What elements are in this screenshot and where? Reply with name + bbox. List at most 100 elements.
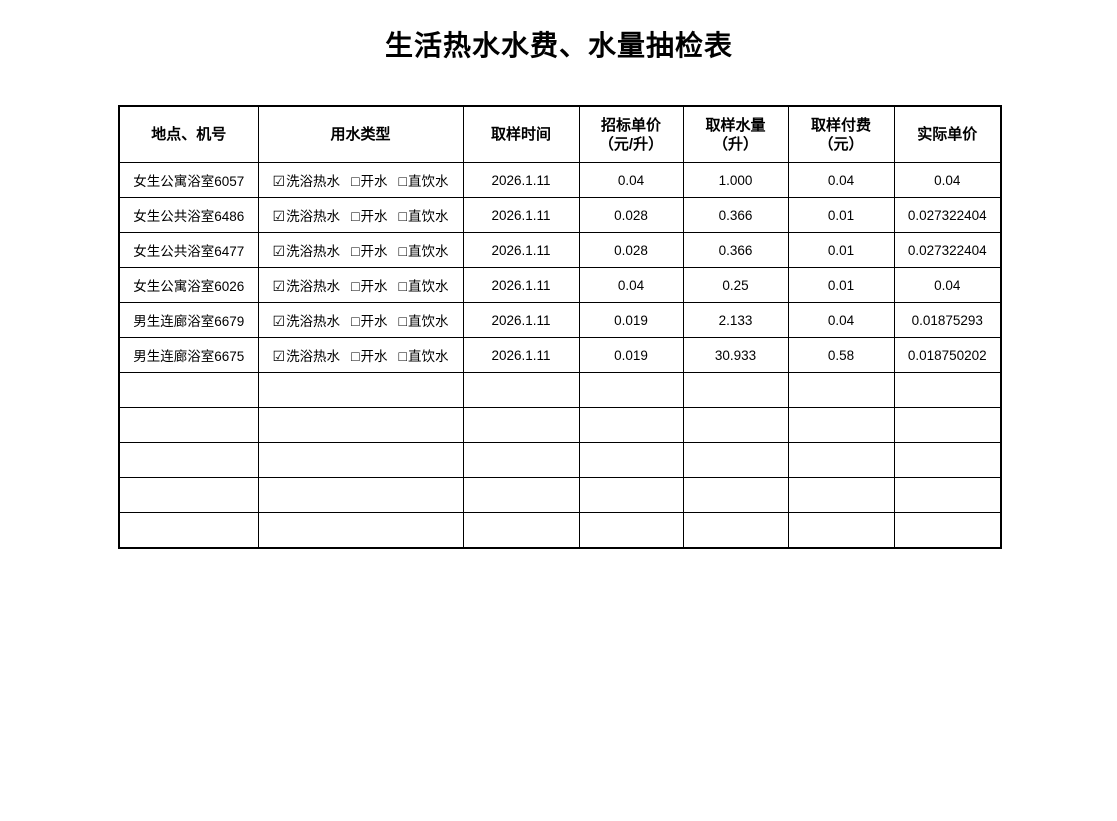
water-type-option: □开水 <box>351 243 388 259</box>
empty-cell <box>578 512 684 549</box>
empty-cell <box>462 512 580 549</box>
empty-cell <box>787 442 895 478</box>
empty-cell <box>118 477 259 513</box>
cell-sample-fee: 0.58 <box>787 337 895 373</box>
unchecked-checkbox-icon: □ <box>398 348 407 364</box>
unchecked-checkbox-icon: □ <box>351 313 360 329</box>
empty-cell <box>682 477 789 513</box>
cell-water-type: ☑洗浴热水 □开水 □直饮水 <box>257 162 464 198</box>
cell-location: 女生公共浴室6477 <box>118 232 259 268</box>
cell-sample-fee: 0.04 <box>787 302 895 338</box>
water-type-label: 开水 <box>360 174 388 189</box>
empty-cell <box>118 407 259 443</box>
checked-checkbox-icon: ☑ <box>272 278 286 294</box>
empty-cell <box>682 372 789 408</box>
empty-table-row <box>118 477 1002 513</box>
empty-table-row <box>118 442 1002 478</box>
water-type-label: 洗浴热水 <box>286 209 341 224</box>
checked-checkbox-icon: ☑ <box>272 348 286 364</box>
cell-water-type: ☑洗浴热水 □开水 □直饮水 <box>257 267 464 303</box>
cell-water-type: ☑洗浴热水 □开水 □直饮水 <box>257 232 464 268</box>
checked-checkbox-icon: ☑ <box>272 208 286 224</box>
water-type-label: 直饮水 <box>408 349 449 364</box>
cell-sample-fee: 0.01 <box>787 267 895 303</box>
water-type-label: 直饮水 <box>408 244 449 259</box>
cell-sample-volume: 0.366 <box>682 197 789 233</box>
empty-cell <box>257 372 464 408</box>
cell-sample-time: 2026.1.11 <box>462 162 580 198</box>
empty-cell <box>462 442 580 478</box>
empty-cell <box>682 512 789 549</box>
cell-bid-price: 0.04 <box>578 162 684 198</box>
water-type-option: □开水 <box>351 278 387 294</box>
empty-cell <box>118 442 259 478</box>
cell-sample-time: 2026.1.11 <box>462 337 580 373</box>
table-row: 男生连廊浴室6679 ☑洗浴热水 □开水 □直饮水 2026.1.11 0.019 2.13… <box>118 302 1002 338</box>
empty-cell <box>257 407 464 443</box>
water-type-option: □直饮水 <box>399 173 449 189</box>
empty-table-row <box>118 372 1002 408</box>
cell-actual-price: 0.027322404 <box>893 232 1002 268</box>
empty-cell <box>257 512 464 549</box>
empty-cell <box>578 477 684 513</box>
empty-cell <box>682 407 789 443</box>
table-row: 女生公寓浴室6026 ☑洗浴热水 □开水 □直饮水 2026.1.11 0.04 0.25 0… <box>118 267 1002 303</box>
empty-table-row <box>118 407 1002 443</box>
water-type-option: □开水 <box>351 173 388 189</box>
cell-sample-volume: 1.000 <box>682 162 789 198</box>
column-header-bid-price: 招标单价 （元/升） <box>578 105 684 163</box>
cell-bid-price: 0.019 <box>578 337 684 373</box>
cell-sample-volume: 30.933 <box>682 337 789 373</box>
cell-location: 女生公寓浴室6026 <box>118 267 259 303</box>
empty-cell <box>787 407 895 443</box>
empty-cell <box>118 512 259 549</box>
column-header-actual-price: 实际单价 <box>893 105 1002 163</box>
empty-table-row <box>118 512 1002 549</box>
checked-checkbox-icon: ☑ <box>272 313 286 329</box>
page-title: 生活热水水费、水量抽检表 <box>384 30 733 61</box>
water-type-label: 直饮水 <box>408 209 449 224</box>
empty-cell <box>787 477 895 513</box>
water-type-option: □直饮水 <box>398 208 449 224</box>
water-type-option: ☑洗浴热水 <box>272 243 341 259</box>
water-type-option: ☑洗浴热水 <box>272 348 341 364</box>
water-type-option: ☑洗浴热水 <box>272 278 341 294</box>
empty-cell <box>787 512 895 549</box>
unchecked-checkbox-icon: □ <box>398 208 407 224</box>
water-type-option: □直饮水 <box>398 278 449 294</box>
cell-water-type: ☑洗浴热水 □开水 □直饮水 <box>257 302 464 338</box>
table-header: 地点、机号 用水类型 取样时间 招标单价 （元/升） 取样水量 （升） 取样付费 （元）实… <box>118 105 1002 163</box>
water-type-label: 直饮水 <box>408 279 449 294</box>
empty-cell <box>893 512 1002 549</box>
water-type-option: □直饮水 <box>399 313 449 329</box>
empty-cell <box>787 372 895 408</box>
water-type-label: 洗浴热水 <box>286 349 341 364</box>
checked-checkbox-icon: ☑ <box>272 243 286 259</box>
table-body: 女生公寓浴室6057 ☑洗浴热水 □开水 □直饮水 2026.1.11 0.04 1.000… <box>118 162 1002 549</box>
table-row: 男生连廊浴室6675 ☑洗浴热水 □开水 □直饮水 2026.1.11 0.019 30.9… <box>118 337 1002 373</box>
cell-sample-time: 2026.1.11 <box>462 302 580 338</box>
column-header-water-type: 用水类型 <box>257 105 464 163</box>
empty-cell <box>578 407 684 443</box>
unchecked-checkbox-icon: □ <box>351 208 360 224</box>
water-type-label: 直饮水 <box>408 314 449 329</box>
cell-bid-price: 0.019 <box>578 302 684 338</box>
document-page: 生活热水水费、水量抽检表 地点、机号 用水类型 取样时间 招标单价 （元/升） 取样水量… <box>0 31 1117 549</box>
unchecked-checkbox-icon: □ <box>398 278 407 294</box>
unchecked-checkbox-icon: □ <box>351 348 360 364</box>
water-type-label: 开水 <box>360 244 388 259</box>
cell-sample-fee: 0.04 <box>787 162 895 198</box>
cell-location: 男生连廊浴室6679 <box>118 302 259 338</box>
empty-cell <box>893 407 1002 443</box>
table-row: 女生公寓浴室6057 ☑洗浴热水 □开水 □直饮水 2026.1.11 0.04 1.000… <box>118 162 1002 198</box>
water-type-option: □开水 <box>351 348 387 364</box>
cell-actual-price: 0.01875293 <box>893 302 1002 338</box>
empty-cell <box>462 407 580 443</box>
water-type-label: 洗浴热水 <box>286 314 341 329</box>
table-row: 女生公共浴室6477 ☑洗浴热水 □开水 □直饮水 2026.1.11 0.028 0.36… <box>118 232 1002 268</box>
water-type-label: 洗浴热水 <box>286 279 341 294</box>
column-header-sample-time: 取样时间 <box>462 105 580 163</box>
water-type-option: ☑洗浴热水 <box>272 313 341 329</box>
empty-cell <box>257 442 464 478</box>
water-type-label: 洗浴热水 <box>286 174 341 189</box>
